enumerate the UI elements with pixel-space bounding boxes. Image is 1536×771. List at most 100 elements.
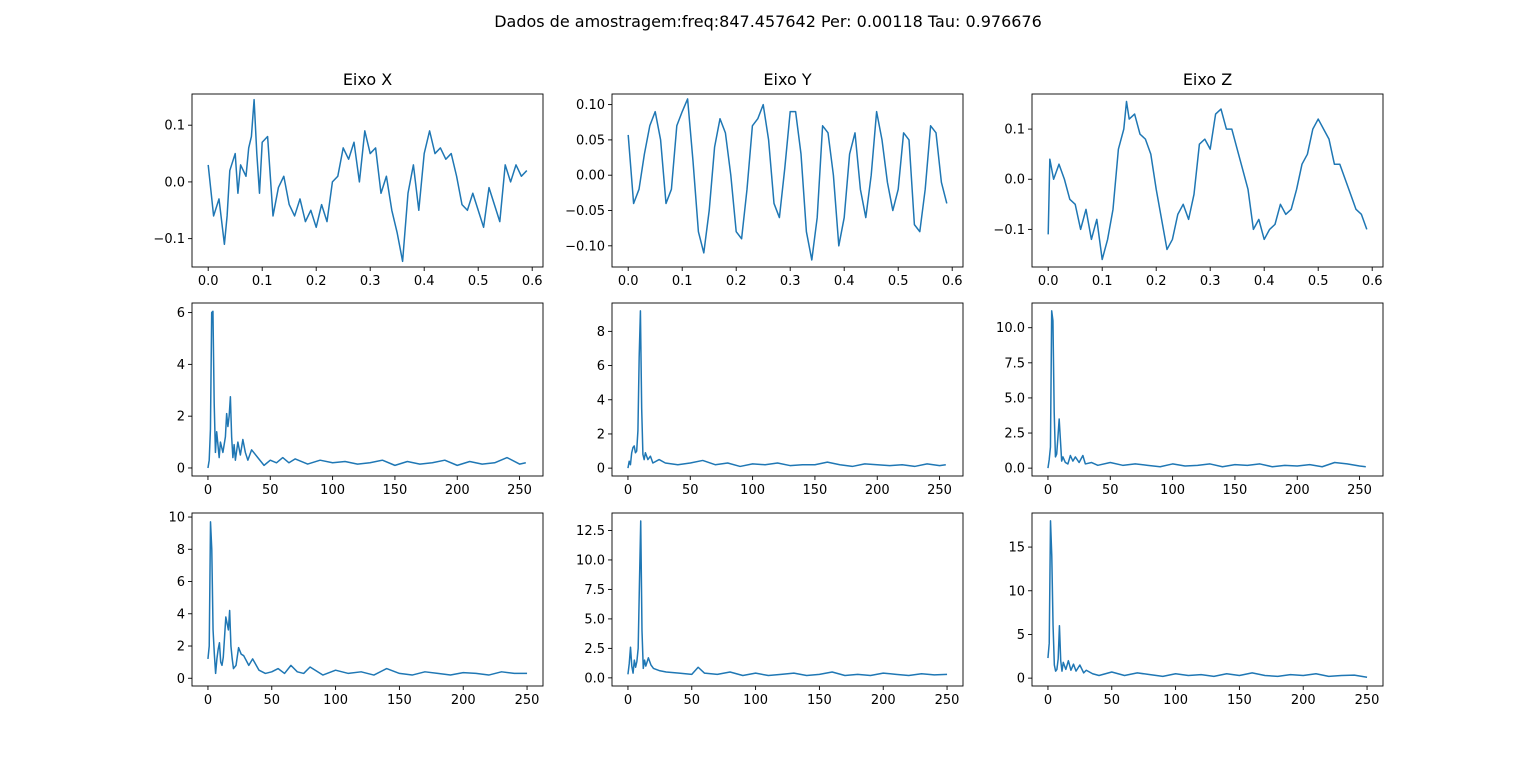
y-tick-label: 2.5 [584, 642, 605, 657]
subplot-9: 0 50 100 150 200 250 0 5 10 15 [1008, 512, 1384, 708]
x-tick-label: 0.5 [888, 274, 909, 289]
x-tick-label: 0.1 [252, 274, 273, 289]
x-tick-label: 150 [1223, 483, 1248, 498]
axes-frame [191, 512, 544, 687]
series-line-1 [627, 520, 948, 677]
x-tick-label: 200 [871, 693, 896, 708]
x-tick-label: 0 [204, 693, 212, 708]
y-tick-label: −0.10 [565, 239, 605, 254]
y-tick-label: 2 [597, 427, 605, 442]
axes-frame [191, 302, 544, 477]
subplot-6: 0 50 100 150 200 250 0.0 2.5 5.0 7.5 10.0 [996, 302, 1384, 498]
y-tick-label: 0 [1017, 672, 1025, 687]
y-tick-label: 10.0 [576, 553, 605, 568]
x-tick-label: 0.1 [1092, 274, 1113, 289]
y-tick-label: 6 [597, 359, 605, 374]
x-tick-label: 50 [682, 483, 699, 498]
axes-frame [191, 93, 544, 268]
x-tick-label: 100 [323, 693, 348, 708]
axes-frame [611, 302, 964, 477]
x-tick-label: 0.6 [522, 274, 543, 289]
subplot-4: 0 50 100 150 200 250 0 2 4 6 [177, 302, 544, 498]
y-tick-label: 0 [177, 672, 185, 687]
subplot-2: 0.0 0.1 0.2 0.3 0.4 0.5 0.6 −0.10 −0.05 0.00 0.05 0… [565, 70, 964, 289]
x-tick-label: 0.5 [1308, 274, 1329, 289]
x-tick-label: 150 [383, 483, 408, 498]
y-tick-label: 4 [177, 607, 185, 622]
x-tick-label: 0.6 [942, 274, 963, 289]
y-tick-label: 6 [177, 306, 185, 321]
x-tick-label: 200 [1291, 693, 1316, 708]
x-tick-label: 50 [1103, 693, 1120, 708]
x-tick-label: 0.0 [618, 274, 639, 289]
subplot-1: 0.0 0.1 0.2 0.3 0.4 0.5 0.6 −0.1 0.0 0.1 Eixo X [153, 70, 544, 289]
x-tick-label: 0.0 [198, 274, 219, 289]
y-tick-label: 0 [177, 461, 185, 476]
x-tick-label: 250 [1347, 483, 1372, 498]
y-tick-label: 2.5 [1004, 427, 1025, 442]
x-tick-label: 100 [740, 483, 765, 498]
y-tick-label: 4 [177, 358, 185, 373]
series-line-1 [207, 98, 528, 263]
x-tick-label: 0 [1044, 693, 1052, 708]
y-tick-label: 5 [1017, 628, 1025, 643]
x-tick-label: 0.0 [1038, 274, 1059, 289]
axes-frame [611, 93, 964, 268]
series-line-1 [627, 310, 946, 469]
y-tick-label: 0.05 [576, 133, 605, 148]
x-tick-label: 100 [320, 483, 345, 498]
y-tick-label: 7.5 [1004, 356, 1025, 371]
subplot-title: Eixo X [343, 70, 392, 89]
y-tick-label: −0.1 [993, 223, 1025, 238]
x-tick-label: 200 [451, 693, 476, 708]
series-line-1 [1047, 520, 1368, 678]
x-tick-label: 100 [1160, 483, 1185, 498]
y-tick-label: 0.10 [576, 98, 605, 113]
x-tick-label: 0 [1044, 483, 1052, 498]
x-tick-label: 250 [1355, 693, 1380, 708]
subplot-title: Eixo Y [763, 70, 811, 89]
x-tick-label: 100 [743, 693, 768, 708]
x-tick-label: 0 [624, 483, 632, 498]
y-tick-label: 8 [597, 325, 605, 340]
y-tick-label: 0.0 [584, 671, 605, 686]
x-tick-label: 50 [263, 693, 280, 708]
x-tick-label: 100 [1163, 693, 1188, 708]
y-tick-label: 8 [177, 543, 185, 558]
x-tick-label: 0.4 [834, 274, 855, 289]
y-tick-label: 10 [1008, 584, 1025, 599]
series-line-1 [207, 521, 528, 676]
axes-frame [1031, 512, 1384, 687]
x-tick-label: 0.3 [360, 274, 381, 289]
axes-frame [611, 512, 964, 687]
axes-frame [1031, 93, 1384, 268]
x-tick-label: 150 [387, 693, 412, 708]
subplot-3: 0.0 0.1 0.2 0.3 0.4 0.5 0.6 −0.1 0.0 0.1 Eixo Z [993, 70, 1384, 289]
y-tick-label: 4 [597, 393, 605, 408]
x-tick-label: 200 [1285, 483, 1310, 498]
x-tick-label: 0 [204, 483, 212, 498]
x-tick-label: 0.4 [1254, 274, 1275, 289]
y-tick-label: 6 [177, 575, 185, 590]
x-tick-label: 150 [807, 693, 832, 708]
series-line-1 [1047, 310, 1366, 469]
x-tick-label: 0 [624, 693, 632, 708]
series-line-1 [1047, 100, 1368, 261]
y-tick-label: 5.0 [584, 612, 605, 627]
y-tick-label: 0.1 [1004, 123, 1025, 138]
figure-suptitle: Dados de amostragem:freq:847.457642 Per:… [494, 12, 1042, 31]
x-tick-label: 50 [262, 483, 279, 498]
y-tick-label: 0.00 [576, 169, 605, 184]
x-tick-label: 250 [507, 483, 532, 498]
x-tick-label: 0.5 [468, 274, 489, 289]
x-tick-label: 0.4 [414, 274, 435, 289]
y-tick-label: 12.5 [576, 524, 605, 539]
x-tick-label: 250 [927, 483, 952, 498]
x-tick-label: 150 [803, 483, 828, 498]
x-tick-label: 0.3 [780, 274, 801, 289]
subplot-title: Eixo Z [1183, 70, 1232, 89]
x-tick-label: 150 [1227, 693, 1252, 708]
subplot-5: 0 50 100 150 200 250 0 2 4 6 8 [597, 302, 964, 498]
y-tick-label: −0.1 [153, 232, 185, 247]
